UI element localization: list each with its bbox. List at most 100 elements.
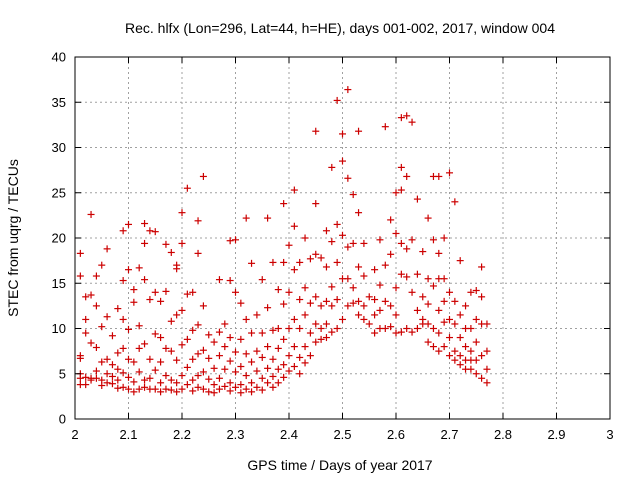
data-point: [146, 355, 154, 363]
data-point: [467, 347, 475, 355]
data-point: [269, 383, 277, 391]
data-point: [151, 366, 159, 374]
data-point: [173, 265, 181, 273]
data-point: [290, 266, 298, 274]
x-tick-label: 2: [71, 427, 78, 442]
data-point: [253, 367, 261, 375]
data-point: [344, 174, 352, 182]
data-point: [483, 347, 491, 355]
data-point: [419, 293, 427, 301]
data-point: [392, 284, 400, 292]
data-point: [301, 234, 309, 242]
data-point: [462, 343, 470, 351]
data-point: [296, 296, 304, 304]
data-point: [76, 249, 84, 257]
data-point: [408, 328, 416, 336]
data-point: [467, 325, 475, 332]
data-point: [403, 172, 411, 180]
x-tick-label: 2.8: [494, 427, 512, 442]
data-point: [429, 236, 437, 244]
y-tick-label: 5: [59, 366, 66, 381]
data-point: [114, 376, 122, 384]
data-point: [440, 318, 448, 326]
data-point: [413, 270, 421, 278]
data-point: [237, 299, 245, 307]
data-point: [472, 315, 480, 323]
data-point: [125, 220, 132, 228]
data-point: [360, 272, 368, 280]
data-point: [92, 302, 100, 310]
data-point: [199, 302, 207, 310]
data-point: [157, 379, 165, 387]
data-point: [328, 302, 336, 310]
data-point: [194, 372, 202, 380]
data-point: [344, 243, 352, 251]
data-point: [435, 329, 443, 337]
data-point: [333, 96, 341, 104]
data-point: [232, 348, 239, 356]
x-tick-label: 2.2: [173, 427, 191, 442]
data-point: [92, 367, 100, 375]
data-point: [253, 311, 261, 319]
data-point: [365, 293, 373, 301]
data-point: [397, 163, 405, 171]
data-point: [248, 259, 256, 267]
data-point: [162, 344, 170, 352]
data-point: [151, 228, 159, 236]
data-point: [108, 380, 116, 388]
data-point: [328, 283, 336, 291]
data-point: [456, 311, 464, 319]
data-point: [440, 343, 448, 351]
data-point: [478, 374, 486, 382]
data-point: [355, 127, 363, 135]
y-tick-label: 20: [52, 231, 66, 246]
data-point: [87, 376, 95, 384]
y-tick-label: 35: [52, 95, 66, 110]
data-point: [387, 323, 395, 331]
data-point: [194, 350, 202, 358]
data-point: [167, 248, 175, 256]
data-point: [194, 383, 202, 391]
data-point: [125, 266, 132, 274]
data-point: [146, 227, 154, 235]
data-point: [349, 299, 357, 307]
data-point: [92, 374, 100, 382]
data-point: [130, 298, 138, 306]
data-point: [114, 365, 122, 373]
data-point: [82, 293, 90, 301]
data-point: [381, 261, 389, 269]
data-point: [258, 353, 266, 361]
data-point: [349, 239, 357, 247]
data-point: [119, 344, 127, 352]
data-point: [424, 320, 432, 328]
data-point: [226, 277, 234, 285]
data-point: [285, 288, 293, 296]
data-point: [339, 315, 346, 323]
data-point: [226, 357, 234, 365]
data-point: [141, 276, 149, 284]
data-point: [472, 370, 480, 378]
data-point: [242, 372, 250, 380]
data-point: [371, 311, 379, 319]
data-point: [221, 343, 229, 351]
data-point: [141, 383, 149, 391]
data-point: [242, 315, 250, 323]
data-point: [306, 255, 314, 263]
data-point: [306, 329, 314, 337]
data-point: [232, 236, 239, 244]
data-point: [135, 322, 143, 330]
data-point: [248, 358, 256, 366]
data-point: [285, 325, 293, 332]
data-point: [462, 302, 470, 310]
data-point: [194, 217, 202, 225]
data-point: [167, 347, 175, 355]
data-point: [413, 325, 421, 332]
data-point: [429, 282, 437, 290]
data-point: [173, 311, 181, 319]
data-point: [162, 240, 170, 248]
data-point: [333, 296, 341, 304]
data-point: [446, 315, 453, 323]
data-point: [429, 325, 437, 332]
x-tick-label: 2.9: [547, 427, 565, 442]
data-point: [301, 359, 309, 367]
